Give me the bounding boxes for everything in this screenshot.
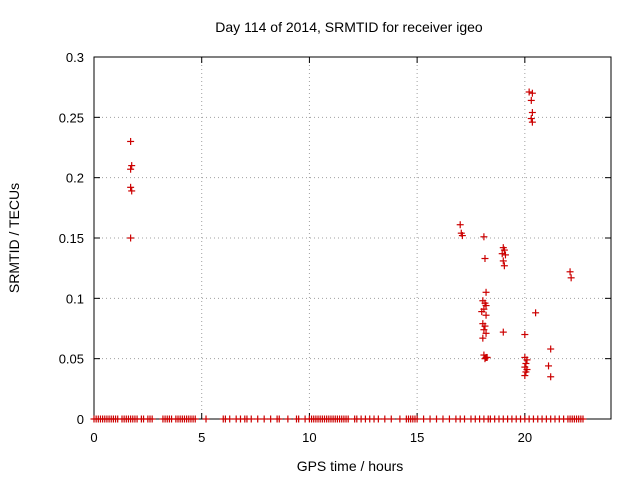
data-point (567, 274, 575, 282)
data-point (528, 109, 536, 117)
x-tick-label: 0 (90, 430, 97, 445)
data-point-zero (275, 415, 283, 423)
data-point-zero (420, 415, 428, 423)
grid-lines (94, 57, 611, 419)
data-point (523, 356, 531, 364)
data-point-zero (226, 415, 234, 423)
tick-labels: 0 5 10 15 20 0 0.05 0.1 0.15 0.2 0.25 0.3 (59, 50, 532, 445)
data-point (482, 311, 490, 319)
data-point (499, 257, 507, 265)
data-point (547, 345, 555, 353)
x-axis-label: GPS time / hours (297, 458, 404, 474)
data-point (521, 331, 529, 339)
data-point (478, 308, 486, 316)
data-point (527, 96, 535, 104)
data-point (522, 368, 530, 376)
data-point (480, 326, 488, 334)
data-point (501, 251, 509, 259)
data-point (545, 362, 553, 370)
data-point-zero (445, 415, 453, 423)
data-points (90, 88, 587, 423)
data-point-zero (579, 415, 587, 423)
data-point-zero (413, 415, 421, 423)
data-point-zero (426, 415, 434, 423)
data-point (480, 233, 488, 241)
plot-frame (93, 56, 612, 420)
data-point (528, 89, 536, 97)
x-tick-label: 15 (410, 430, 424, 445)
y-axis-label: SRMTID / TECUs (6, 183, 22, 293)
data-point (532, 309, 540, 317)
y-tick-label: 0.3 (66, 50, 84, 65)
data-point-zero (260, 415, 268, 423)
data-point (483, 353, 491, 361)
data-point-zero (387, 415, 395, 423)
data-point-zero (267, 415, 275, 423)
data-point (127, 234, 135, 242)
y-tick-label: 0.25 (59, 110, 84, 125)
data-point (566, 268, 574, 276)
data-point (500, 262, 508, 270)
data-point (458, 232, 466, 240)
data-point (127, 183, 135, 191)
data-point (127, 165, 135, 173)
data-point (481, 255, 489, 263)
data-point-zero (433, 415, 441, 423)
data-point (500, 246, 508, 254)
data-point (128, 187, 136, 195)
data-point (128, 162, 136, 170)
data-point (456, 221, 464, 229)
data-point-zero (295, 415, 303, 423)
x-tick-label: 5 (198, 430, 205, 445)
data-point-zero (191, 415, 199, 423)
data-point-zero (381, 415, 389, 423)
data-point (499, 328, 507, 336)
data-point-zero (284, 415, 292, 423)
data-point-zero (461, 415, 469, 423)
y-tick-label: 0 (77, 412, 84, 427)
y-tick-label: 0.15 (59, 231, 84, 246)
data-point (482, 288, 490, 296)
axis-ticks (93, 56, 611, 420)
data-point (522, 359, 530, 367)
data-point (481, 322, 489, 330)
data-point-zero (344, 415, 352, 423)
data-point (527, 115, 535, 123)
data-point (528, 118, 536, 126)
data-point (525, 88, 533, 96)
data-point (547, 373, 555, 381)
data-point (479, 334, 487, 342)
data-point-zero (396, 415, 404, 423)
chart-title: Day 114 of 2014, SRMTID for receiver ige… (215, 19, 483, 35)
data-point-zero (254, 415, 262, 423)
data-point-zero (247, 415, 255, 423)
data-point-zero (374, 415, 382, 423)
data-point-zero (439, 415, 447, 423)
y-tick-label: 0.05 (59, 352, 84, 367)
data-point (482, 302, 490, 310)
x-tick-label: 20 (518, 430, 532, 445)
data-point-zero (202, 415, 210, 423)
data-point (482, 329, 490, 337)
y-tick-label: 0.1 (66, 291, 84, 306)
data-point (521, 372, 529, 380)
data-point-zero (148, 415, 156, 423)
data-point (498, 250, 506, 258)
data-point (127, 137, 135, 145)
y-tick-label: 0.2 (66, 171, 84, 186)
x-tick-label: 10 (302, 430, 316, 445)
